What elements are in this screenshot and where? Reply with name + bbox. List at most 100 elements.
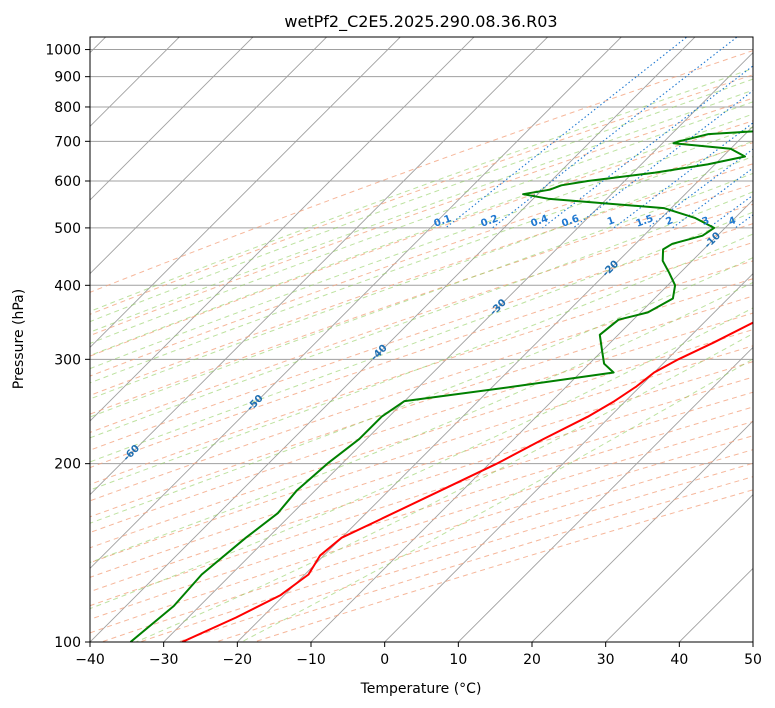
temperature-line xyxy=(181,321,753,642)
mixing-ratio-label: 0.1 xyxy=(433,213,453,229)
y-tick-label: 100 xyxy=(54,635,81,651)
moist-adiabat-line xyxy=(90,101,753,344)
dry-adiabat-line xyxy=(90,312,753,534)
moist-adiabat-line xyxy=(135,333,753,642)
dry-adiabat-line xyxy=(90,120,753,357)
isotherm-line xyxy=(163,52,753,642)
isotherm-line xyxy=(752,641,753,642)
x-tick-label: 10 xyxy=(449,652,467,668)
y-tick-label: 500 xyxy=(54,221,81,237)
dry-adiabat-label: -70 xyxy=(1,490,22,511)
x-tick-label: 50 xyxy=(744,652,762,668)
mixing-ratio-label: 6 xyxy=(766,215,775,228)
dry-adiabat-line xyxy=(90,223,753,451)
moist-adiabat-line xyxy=(90,78,753,323)
dry-adiabat-line xyxy=(90,329,753,549)
isotherm-line xyxy=(90,37,549,496)
dry-adiabat-line xyxy=(90,183,753,415)
x-tick-label: −30 xyxy=(149,652,179,668)
mixing-ratio-line xyxy=(492,37,738,229)
dry-adiabat-line xyxy=(90,50,753,293)
mixing-ratio-label: 3 xyxy=(701,215,711,228)
x-tick-label: −10 xyxy=(296,652,326,668)
dry-adiabat-line xyxy=(90,376,753,593)
dry-adiabat-line xyxy=(90,203,753,433)
mixing-ratio-line xyxy=(542,65,753,229)
isotherm-line xyxy=(90,37,328,275)
mixing-ratio-line xyxy=(734,214,753,229)
mixing-ratio-line xyxy=(445,37,688,229)
isotherm-line xyxy=(90,37,254,201)
isotherm-line xyxy=(90,37,696,642)
isotherm-line xyxy=(605,494,753,642)
isotherm-line xyxy=(384,273,753,642)
chart-title: wetPf2_C2E5.2025.290.08.36.R03 xyxy=(284,12,557,32)
isotherm-line xyxy=(678,567,753,642)
dry-adiabat-line xyxy=(99,435,753,642)
dry-adiabat-line xyxy=(90,345,753,564)
y-tick-label: 900 xyxy=(54,70,81,86)
moist-adiabat-line xyxy=(90,140,753,384)
y-tick-label: 800 xyxy=(54,100,81,116)
moist-adiabat-line xyxy=(90,172,753,418)
y-tick-label: 1000 xyxy=(45,43,81,59)
moist-adiabat-line xyxy=(90,307,753,610)
x-tick-label: 30 xyxy=(597,652,615,668)
moist-adiabat-line xyxy=(90,67,753,312)
mixing-ratio-label: 0.2 xyxy=(479,213,499,229)
dry-adiabat-line xyxy=(90,391,753,607)
y-tick-label: 700 xyxy=(54,134,81,150)
plot-frame xyxy=(89,36,754,643)
y-tick-label: 600 xyxy=(54,174,81,190)
y-tick-label: 400 xyxy=(54,278,81,294)
x-axis-title: Temperature (°C) xyxy=(360,681,482,697)
mixing-ratio-line xyxy=(572,90,753,229)
moist-adiabat-line xyxy=(90,281,753,564)
x-tick-label: 40 xyxy=(670,652,688,668)
isotherm-line xyxy=(90,37,622,569)
mixing-ratio-label: 1 xyxy=(606,215,616,228)
mixing-ratio-label: 4 xyxy=(727,215,737,228)
moist-adiabat-line xyxy=(90,156,753,400)
mixing-ratio-line xyxy=(613,122,753,229)
moist-adiabat-line xyxy=(90,126,753,370)
mixing-ratio-label: 2 xyxy=(664,215,674,228)
moist-adiabat-line xyxy=(90,211,753,463)
y-tick-label: 300 xyxy=(54,352,81,368)
mixing-ratio-line xyxy=(708,194,753,229)
isotherm-line xyxy=(531,420,753,642)
y-tick-label: 200 xyxy=(54,457,81,473)
dry-adiabat-line xyxy=(90,142,753,377)
x-tick-label: 20 xyxy=(523,652,541,668)
dry-adiabat-line xyxy=(90,74,753,315)
axes: −40 −30 −20 −10 0 10 20 30 40 50 100 200 300 400 500 60… xyxy=(45,43,762,668)
dry-adiabat-line xyxy=(90,260,753,485)
dry-adiabat-line xyxy=(90,278,753,502)
moist-adiabat-line xyxy=(90,257,753,524)
moist-adiabat-line xyxy=(90,89,753,333)
dewpoint-line xyxy=(129,130,753,642)
x-tick-label: −40 xyxy=(75,652,105,668)
moist-adiabat-line xyxy=(90,113,753,357)
dry-adiabat-line xyxy=(90,97,753,337)
isotherm-line xyxy=(236,125,753,642)
isotherm-line xyxy=(90,37,475,422)
dry-adiabat-line xyxy=(90,420,753,634)
background-lines xyxy=(90,37,753,642)
sounding-series xyxy=(129,130,753,642)
dry-adiabat-line xyxy=(176,462,753,642)
dry-adiabat-line xyxy=(90,163,753,396)
x-tick-label: 0 xyxy=(380,652,389,668)
moist-adiabat-line xyxy=(90,191,753,439)
dry-adiabat-line xyxy=(90,361,753,578)
mixing-ratio-line xyxy=(672,167,753,229)
mixing-ratio-label: 0.6 xyxy=(560,213,580,229)
isotherm-line xyxy=(90,37,180,127)
moist-adiabat-line xyxy=(241,358,753,642)
isotherm-line xyxy=(310,199,753,642)
dry-adiabat-line xyxy=(90,295,753,518)
dry-adiabat-line xyxy=(90,241,753,469)
y-axis-title: Pressure (hPa) xyxy=(11,289,27,389)
isotherm-line xyxy=(457,346,753,642)
